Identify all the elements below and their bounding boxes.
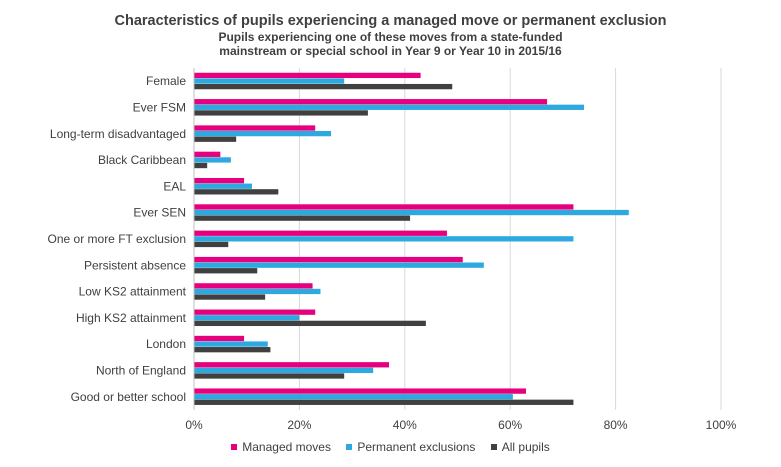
category-label: Good or better school: [71, 390, 186, 404]
bar: [194, 367, 374, 374]
category-label: Ever SEN: [133, 206, 186, 220]
category-label: High KS2 attainment: [76, 311, 187, 325]
bar: [194, 183, 252, 189]
bar: [194, 110, 368, 116]
chart-subtitle-line-2: mainstream or special school in Year 9 o…: [219, 44, 562, 58]
bar: [194, 241, 229, 248]
legend-item-permanent-exclusions: Permanent exclusions: [346, 440, 475, 454]
x-tick-label: 100%: [706, 418, 737, 432]
bar: [194, 215, 411, 221]
bar: [194, 189, 279, 195]
bar: [194, 130, 332, 137]
category-label: Female: [146, 74, 186, 88]
bar: [194, 262, 484, 268]
x-tick-label: 20%: [287, 418, 311, 432]
bar: [194, 388, 527, 394]
bar: [194, 157, 231, 163]
bar: [194, 230, 447, 236]
bar: [194, 204, 574, 210]
bar: [194, 99, 548, 105]
bar: [194, 283, 313, 289]
bar: [194, 151, 221, 157]
bar: [194, 83, 453, 90]
category-label: North of England: [96, 364, 186, 378]
bar: [194, 288, 321, 295]
x-tick-label: 60%: [498, 418, 522, 432]
bar: [194, 268, 258, 274]
bar: [194, 72, 421, 79]
bar: [194, 78, 345, 84]
bar: [194, 341, 268, 347]
bar: [194, 362, 389, 368]
bar: [194, 373, 345, 379]
bar: [194, 256, 463, 263]
legend-label-managed-moves: Managed moves: [242, 440, 331, 454]
bar: [194, 177, 245, 184]
category-label: Long-term disadvantaged: [50, 127, 186, 141]
legend-swatch-permanent-exclusions: [346, 444, 353, 450]
chart-subtitle-line-1: Pupils experiencing one of these moves f…: [218, 30, 563, 44]
x-tick-label: 80%: [604, 418, 628, 432]
legend-label-permanent-exclusions: Permanent exclusions: [357, 440, 476, 454]
bar: [194, 125, 316, 131]
bar: [194, 335, 245, 342]
chart-titles: Characteristics of pupils experiencing a…: [0, 12, 781, 58]
category-label: Low KS2 attainment: [79, 285, 187, 299]
bar: [194, 309, 316, 315]
legend-swatch-managed-moves: [231, 444, 238, 450]
legend-item-all-pupils: All pupils: [490, 440, 550, 454]
legend-swatch-all-pupils: [490, 444, 497, 450]
bar: [194, 394, 513, 400]
chart-title: Characteristics of pupils experiencing a…: [114, 13, 667, 29]
bar: [194, 315, 300, 321]
category-label: Ever FSM: [133, 100, 186, 114]
bar: [194, 136, 237, 142]
bar: [194, 236, 574, 242]
bar: [194, 209, 629, 216]
bar: [194, 320, 426, 327]
category-label: Persistent absence: [84, 258, 186, 272]
chart-legend: Managed moves Permanent exclusions All p…: [0, 439, 781, 454]
bar: [194, 104, 584, 110]
bar: [194, 294, 266, 300]
category-label: Black Caribbean: [98, 153, 186, 167]
bar: [194, 162, 208, 169]
x-tick-label: 0%: [185, 418, 203, 432]
category-label: London: [146, 337, 186, 351]
category-label: EAL: [163, 179, 186, 193]
bar: [194, 399, 574, 405]
category-label: One or more FT exclusion: [48, 232, 187, 246]
x-tick-label: 40%: [393, 418, 417, 432]
legend-item-managed-moves: Managed moves: [231, 440, 331, 454]
legend-label-all-pupils: All pupils: [501, 440, 550, 454]
bar: [194, 347, 271, 353]
